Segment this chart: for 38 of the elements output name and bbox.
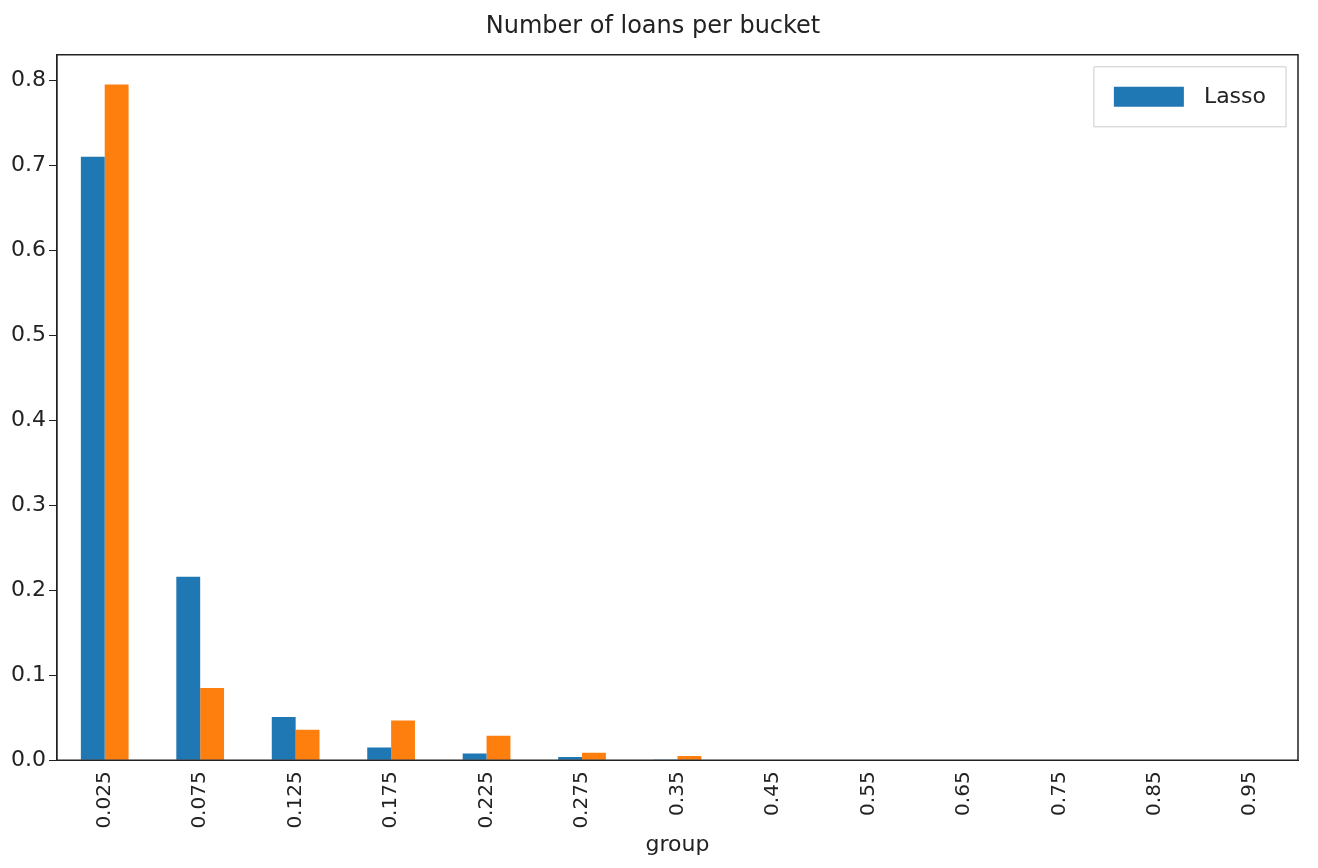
x-tick-label: 0.75 xyxy=(1045,771,1070,816)
x-tick-label: 0.95 xyxy=(1236,771,1261,816)
y-tick-label: 0.8 xyxy=(10,66,46,92)
bar xyxy=(486,735,511,760)
bar xyxy=(462,753,487,760)
x-tick-label: 0.65 xyxy=(950,771,975,816)
x-tick-label: 0.025 xyxy=(90,771,115,829)
y-tick-label: 0.6 xyxy=(10,236,46,262)
bar xyxy=(295,729,320,760)
bar xyxy=(558,756,583,760)
legend-label: Lasso xyxy=(1203,82,1266,108)
x-tick-label: 0.55 xyxy=(854,771,879,816)
x-tick-label: 0.175 xyxy=(377,771,402,829)
bar xyxy=(271,716,296,760)
y-tick-label: 0.7 xyxy=(10,151,46,177)
y-tick-label: 0.0 xyxy=(10,746,46,772)
x-tick-label: 0.45 xyxy=(759,771,784,816)
bar xyxy=(104,84,129,760)
bar xyxy=(367,747,392,760)
y-tick-label: 0.1 xyxy=(10,661,46,687)
bar xyxy=(677,756,702,760)
x-tick-label: 0.125 xyxy=(281,771,306,829)
y-tick-label: 0.2 xyxy=(10,576,46,602)
x-tick-label: 0.225 xyxy=(472,771,497,829)
x-tick-label: 0.275 xyxy=(568,771,593,829)
x-tick-label: 0.85 xyxy=(1141,771,1166,816)
bar xyxy=(582,752,606,760)
x-tick-label: 0.075 xyxy=(186,771,211,829)
bar xyxy=(80,156,105,760)
chart-title: Number of loans per bucket xyxy=(485,10,821,39)
bar xyxy=(391,720,415,760)
y-tick-label: 0.5 xyxy=(10,321,46,347)
y-tick-label: 0.4 xyxy=(10,406,46,432)
x-tick-label: 0.35 xyxy=(663,771,688,816)
bar xyxy=(176,576,201,760)
bar xyxy=(200,688,225,760)
x-axis-title: group xyxy=(645,830,710,856)
y-tick-label: 0.3 xyxy=(10,491,46,517)
